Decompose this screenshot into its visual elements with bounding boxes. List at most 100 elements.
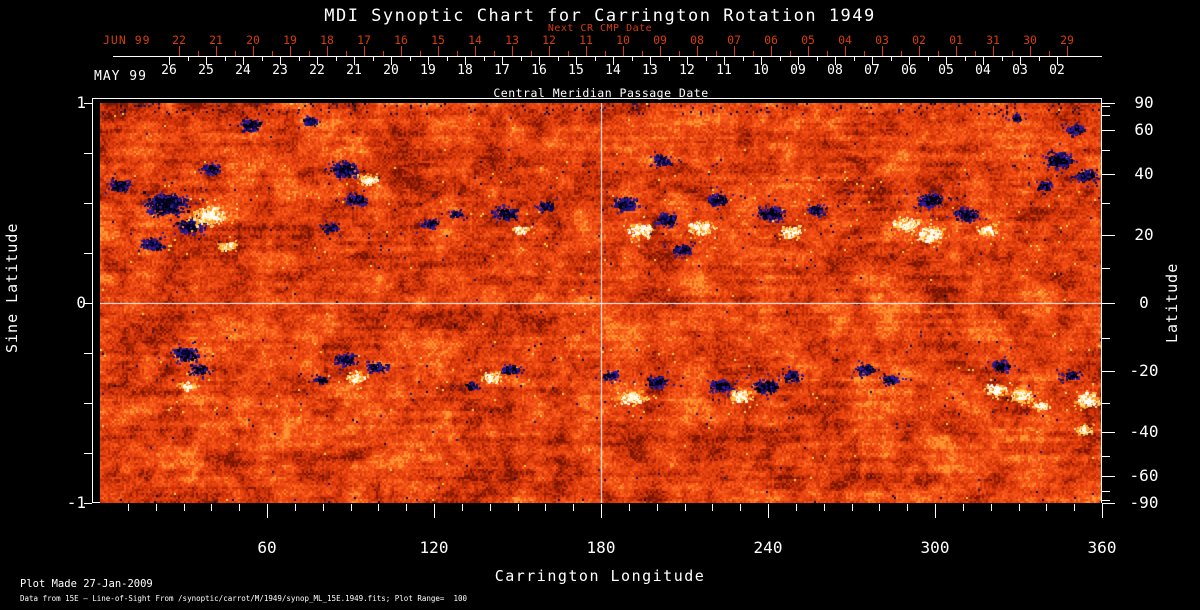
cmp-date-minor-tick bbox=[668, 57, 670, 61]
y-right-minor-tick bbox=[1102, 490, 1110, 492]
y-right-tick-label: 90 bbox=[1134, 93, 1154, 112]
next-cr-month-label: JUN 99 bbox=[103, 33, 151, 47]
x-minor-tick bbox=[1046, 504, 1048, 511]
next-cr-date-tick bbox=[475, 46, 476, 56]
x-tick-label: 120 bbox=[419, 538, 449, 557]
next-cr-date-label: 05 bbox=[801, 33, 815, 47]
x-minor-tick bbox=[294, 504, 296, 511]
y-right-major-tick bbox=[1102, 431, 1115, 433]
cmp-date-minor-tick bbox=[1038, 57, 1040, 61]
y-right-minor-tick bbox=[1102, 115, 1110, 117]
cmp-date-label: 09 bbox=[790, 63, 806, 78]
cmp-date-tick bbox=[206, 57, 207, 65]
cmp-date-tick bbox=[317, 57, 318, 65]
next-cr-date-tick bbox=[364, 46, 365, 56]
next-cr-date-minor-tick bbox=[456, 51, 458, 56]
next-cr-date-label: 14 bbox=[468, 33, 482, 47]
x-minor-tick bbox=[907, 504, 909, 511]
y-right-tick-label: -20 bbox=[1129, 361, 1159, 381]
cmp-date-minor-tick bbox=[927, 57, 929, 61]
cmp-date-label: 06 bbox=[901, 63, 917, 78]
cmp-date-tick bbox=[909, 57, 910, 65]
next-cr-date-minor-tick bbox=[234, 51, 236, 56]
y-right-major-tick bbox=[1102, 129, 1115, 131]
cmp-date-minor-tick bbox=[557, 57, 559, 61]
cmp-date-tick bbox=[391, 57, 392, 65]
magnetogram-image bbox=[100, 103, 1101, 503]
cmp-date-minor-tick bbox=[187, 57, 189, 61]
x-minor-tick bbox=[962, 504, 964, 511]
y-right-minor-tick bbox=[1102, 499, 1110, 501]
cmp-date-minor-tick bbox=[853, 57, 855, 61]
y-right-minor-tick bbox=[1102, 106, 1110, 108]
cmp-date-minor-tick bbox=[594, 57, 596, 61]
cmp-date-tick bbox=[872, 57, 873, 65]
next-cr-date-minor-tick bbox=[752, 51, 754, 56]
y-right-major-tick bbox=[1102, 234, 1115, 236]
cmp-date-tick bbox=[761, 57, 762, 65]
next-cr-date-label: 22 bbox=[172, 33, 186, 47]
cmp-date-tick bbox=[169, 57, 170, 65]
next-cr-date-minor-tick bbox=[641, 51, 643, 56]
next-cr-date-minor-tick bbox=[1011, 51, 1013, 56]
next-cr-date-minor-tick bbox=[974, 51, 976, 56]
cmp-date-minor-tick bbox=[742, 57, 744, 61]
next-cr-date-label: 31 bbox=[986, 33, 1000, 47]
x-minor-tick bbox=[795, 504, 797, 511]
x-minor-tick bbox=[517, 504, 519, 511]
cmp-date-label: 08 bbox=[827, 63, 843, 78]
cmp-date-tick bbox=[946, 57, 947, 65]
next-cr-date-minor-tick bbox=[271, 51, 273, 56]
top-axis-line bbox=[113, 56, 1102, 57]
next-cr-date-label: 09 bbox=[653, 33, 667, 47]
next-cr-date-tick bbox=[771, 46, 772, 56]
data-source-note: Data from 15E — Line-of-Sight From /syno… bbox=[20, 594, 468, 603]
next-cr-date-tick bbox=[1067, 46, 1068, 56]
cmp-date-tick bbox=[650, 57, 651, 65]
cmp-date-label: 04 bbox=[975, 63, 991, 78]
y-right-minor-tick bbox=[1102, 268, 1110, 270]
next-cr-date-minor-tick bbox=[382, 51, 384, 56]
x-major-tick bbox=[267, 504, 268, 518]
next-cr-date-tick bbox=[512, 46, 513, 56]
cmp-date-minor-tick bbox=[1001, 57, 1003, 61]
cmp-date-tick bbox=[1057, 57, 1058, 65]
next-cr-date-minor-tick bbox=[863, 51, 865, 56]
next-cr-date-tick bbox=[845, 46, 846, 56]
x-tick-label: 240 bbox=[753, 538, 783, 557]
cmp-date-tick bbox=[280, 57, 281, 65]
cmp-date-label: 24 bbox=[235, 63, 251, 78]
next-cr-date-label: 11 bbox=[579, 33, 593, 47]
x-minor-tick bbox=[1018, 504, 1020, 511]
y-right-tick-label: 0 bbox=[1139, 293, 1149, 312]
next-cr-date-tick bbox=[290, 46, 291, 56]
cmp-date-label: 20 bbox=[383, 63, 399, 78]
y-right-tick-label: -90 bbox=[1129, 493, 1159, 512]
cmp-date-label: 12 bbox=[679, 63, 695, 78]
x-major-tick bbox=[768, 504, 769, 518]
next-cr-date-label: 21 bbox=[209, 33, 223, 47]
y-left-tick bbox=[84, 453, 92, 454]
next-cr-date-label: 04 bbox=[838, 33, 852, 47]
x-minor-tick bbox=[1074, 504, 1076, 511]
cmp-date-minor-tick bbox=[964, 57, 966, 61]
next-cr-date-minor-tick bbox=[678, 51, 680, 56]
x-major-tick bbox=[935, 504, 936, 518]
cmp-date-tick bbox=[465, 57, 466, 65]
next-cr-date-label: 18 bbox=[320, 33, 334, 47]
x-minor-tick bbox=[239, 504, 241, 511]
y-right-major-tick bbox=[1102, 174, 1115, 176]
y-left-tick-label: -1 bbox=[66, 493, 86, 512]
next-cr-date-minor-tick bbox=[530, 51, 532, 56]
next-cr-date-tick bbox=[993, 46, 994, 56]
y-right-tick-label: -40 bbox=[1129, 421, 1159, 441]
next-cr-date-label: 01 bbox=[949, 33, 963, 47]
cmp-date-minor-tick bbox=[261, 57, 263, 61]
cmp-date-label: 07 bbox=[864, 63, 880, 78]
cmp-date-minor-tick bbox=[335, 57, 337, 61]
x-minor-tick bbox=[461, 504, 463, 511]
next-cr-date-minor-tick bbox=[308, 51, 310, 56]
y-right-tick-label: 40 bbox=[1134, 164, 1154, 184]
cmp-date-minor-tick bbox=[779, 57, 781, 61]
next-cr-date-minor-tick bbox=[937, 51, 939, 56]
